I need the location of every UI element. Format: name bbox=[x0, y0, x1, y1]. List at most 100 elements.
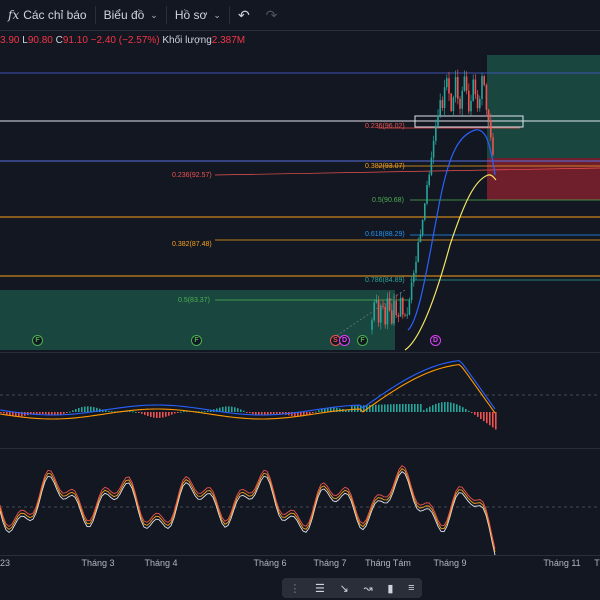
candle-body bbox=[464, 76, 466, 90]
candle-body bbox=[409, 300, 411, 315]
macd-bar bbox=[405, 404, 407, 412]
time-tick: 23 bbox=[0, 558, 10, 568]
candle-body bbox=[470, 101, 472, 112]
dividend-event-marker[interactable]: D bbox=[339, 335, 350, 346]
macd-bar bbox=[426, 408, 428, 412]
macd-bar bbox=[168, 412, 170, 416]
macd-bar bbox=[108, 411, 110, 412]
time-tick: Tháng 4 bbox=[144, 558, 177, 568]
candle-body bbox=[444, 87, 446, 108]
macd-bar bbox=[408, 404, 410, 412]
time-tick: Tháng 9 bbox=[433, 558, 466, 568]
macd-bar bbox=[81, 407, 83, 412]
list-icon[interactable]: ☰ bbox=[315, 582, 325, 595]
time-tick: Tháng 11 bbox=[543, 558, 580, 568]
candle-body bbox=[455, 77, 457, 97]
macd-bar bbox=[432, 405, 434, 412]
candle-body bbox=[424, 204, 426, 220]
fib-label: 0.382(93.07) bbox=[365, 163, 405, 170]
fib-label: 0.618(88.29) bbox=[365, 231, 405, 238]
macd-bar bbox=[45, 412, 47, 414]
macd-bar bbox=[207, 411, 209, 412]
candle-body bbox=[461, 91, 463, 109]
oscillator-line-orange bbox=[0, 469, 495, 552]
time-tick: Tháng 6 bbox=[253, 558, 286, 568]
macd-bar bbox=[60, 412, 62, 415]
settings-tool-icon[interactable]: ≡ bbox=[408, 582, 414, 594]
candle-body bbox=[431, 158, 433, 175]
drag-handle-icon[interactable]: ⋮ bbox=[289, 582, 300, 595]
candle-body bbox=[442, 100, 444, 108]
dividend-event-marker[interactable]: D bbox=[430, 335, 441, 346]
macd-histogram bbox=[0, 402, 497, 429]
oscillator-line-red bbox=[0, 466, 495, 549]
candle-body bbox=[453, 98, 455, 112]
macd-bar bbox=[201, 411, 203, 412]
candle-body bbox=[490, 120, 492, 137]
macd-bar bbox=[453, 403, 455, 412]
macd-bar bbox=[105, 410, 107, 412]
fib-label: 0.236(92.57) bbox=[172, 172, 212, 179]
panel-divider[interactable] bbox=[0, 448, 600, 449]
macd-bar bbox=[84, 407, 86, 412]
macd-bar bbox=[441, 402, 443, 412]
panel-divider[interactable] bbox=[0, 555, 600, 556]
macd-bar bbox=[429, 407, 431, 412]
candle-body bbox=[483, 76, 485, 85]
candle-body bbox=[450, 94, 452, 112]
candle-body bbox=[466, 76, 468, 90]
candle-body bbox=[433, 141, 435, 158]
macd-bar bbox=[171, 412, 173, 415]
fib-label: 0.382(87.48) bbox=[172, 241, 212, 248]
macd-bar bbox=[414, 404, 416, 412]
macd-bar bbox=[312, 412, 314, 413]
macd-bar bbox=[69, 412, 71, 413]
bars-tool-icon[interactable]: ▮ bbox=[387, 582, 393, 595]
candle-body bbox=[439, 100, 441, 115]
line-tool-icon[interactable]: ↘ bbox=[340, 582, 349, 595]
earnings-event-marker[interactable]: F bbox=[191, 335, 202, 346]
macd-bar bbox=[396, 404, 398, 412]
panel-divider[interactable] bbox=[0, 352, 600, 353]
macd-bar bbox=[420, 404, 422, 412]
earnings-event-marker[interactable]: F bbox=[32, 335, 43, 346]
macd-bar bbox=[141, 412, 143, 414]
macd-bar bbox=[0, 412, 2, 413]
macd-bar bbox=[255, 412, 257, 415]
candle-body bbox=[475, 80, 477, 95]
short-zone-right bbox=[487, 158, 600, 200]
macd-bar bbox=[387, 404, 389, 412]
macd-bar bbox=[393, 404, 395, 412]
macd-bar bbox=[147, 412, 149, 416]
candle-body bbox=[400, 298, 402, 317]
macd-bar bbox=[6, 412, 8, 415]
macd-bar bbox=[90, 407, 92, 412]
macd-bar bbox=[399, 404, 401, 412]
candle-body bbox=[382, 306, 384, 307]
time-axis[interactable]: 23 Tháng 3 Tháng 4 Tháng 6 Tháng 7 Tháng… bbox=[0, 558, 600, 572]
macd-bar bbox=[180, 412, 182, 413]
macd-bar bbox=[435, 404, 437, 412]
macd-bar bbox=[492, 412, 494, 427]
macd-bar bbox=[378, 405, 380, 412]
macd-bar bbox=[462, 407, 464, 412]
candle-body bbox=[481, 76, 483, 99]
trend-tool-icon[interactable]: ↝ bbox=[364, 582, 373, 595]
macd-bar bbox=[381, 405, 383, 412]
macd-bar bbox=[456, 404, 458, 412]
macd-bar bbox=[225, 406, 227, 412]
macd-bar bbox=[165, 412, 167, 417]
candle-body bbox=[415, 262, 417, 273]
macd-bar bbox=[138, 412, 140, 413]
macd-bar bbox=[483, 412, 485, 421]
macd-bar bbox=[63, 412, 65, 414]
macd-bar bbox=[252, 412, 254, 414]
macd-bar bbox=[459, 406, 461, 412]
earnings-event-marker[interactable]: F bbox=[357, 335, 368, 346]
macd-bar bbox=[156, 412, 158, 418]
macd-bar bbox=[162, 412, 164, 417]
long-zone-right bbox=[487, 55, 600, 158]
macd-bar bbox=[402, 404, 404, 412]
macd-bar bbox=[174, 412, 176, 413]
